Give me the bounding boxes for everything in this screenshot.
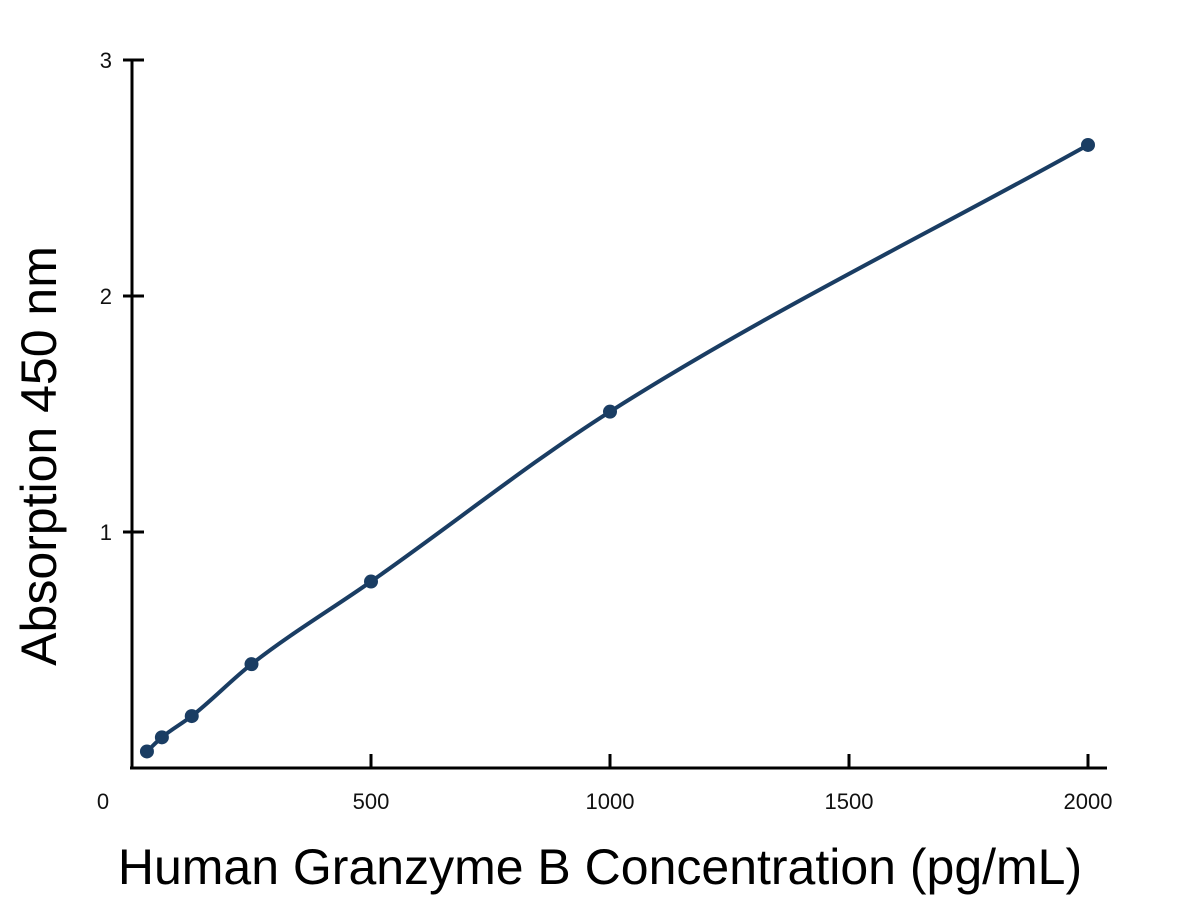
data-point — [603, 404, 617, 419]
data-point — [1081, 137, 1095, 152]
y-axis-title: Absorption 450 nm — [11, 246, 67, 666]
y-tick-label: 2 — [100, 284, 112, 309]
x-tick-label: 0 — [97, 789, 109, 814]
data-points — [139, 137, 1095, 759]
fit-curve — [144, 142, 1090, 754]
data-point — [244, 657, 259, 672]
x-axis-title: Human Granzyme B Concentration (pg/mL) — [118, 839, 1082, 895]
data-point — [139, 744, 154, 759]
axes — [130, 60, 1107, 770]
x-tick-label: 500 — [353, 789, 390, 814]
y-tick-label: 1 — [100, 520, 112, 545]
y-axis-ticks: 1 2 3 — [100, 48, 144, 545]
data-point — [184, 709, 199, 724]
x-tick-label: 1000 — [586, 789, 635, 814]
x-tick-label: 1500 — [825, 789, 874, 814]
y-tick-label: 3 — [100, 48, 112, 73]
x-axis-ticks: 0 500 1000 1500 2000 — [97, 754, 1113, 814]
x-tick-label: 2000 — [1064, 789, 1113, 814]
data-point — [154, 730, 169, 745]
data-point — [364, 574, 378, 589]
